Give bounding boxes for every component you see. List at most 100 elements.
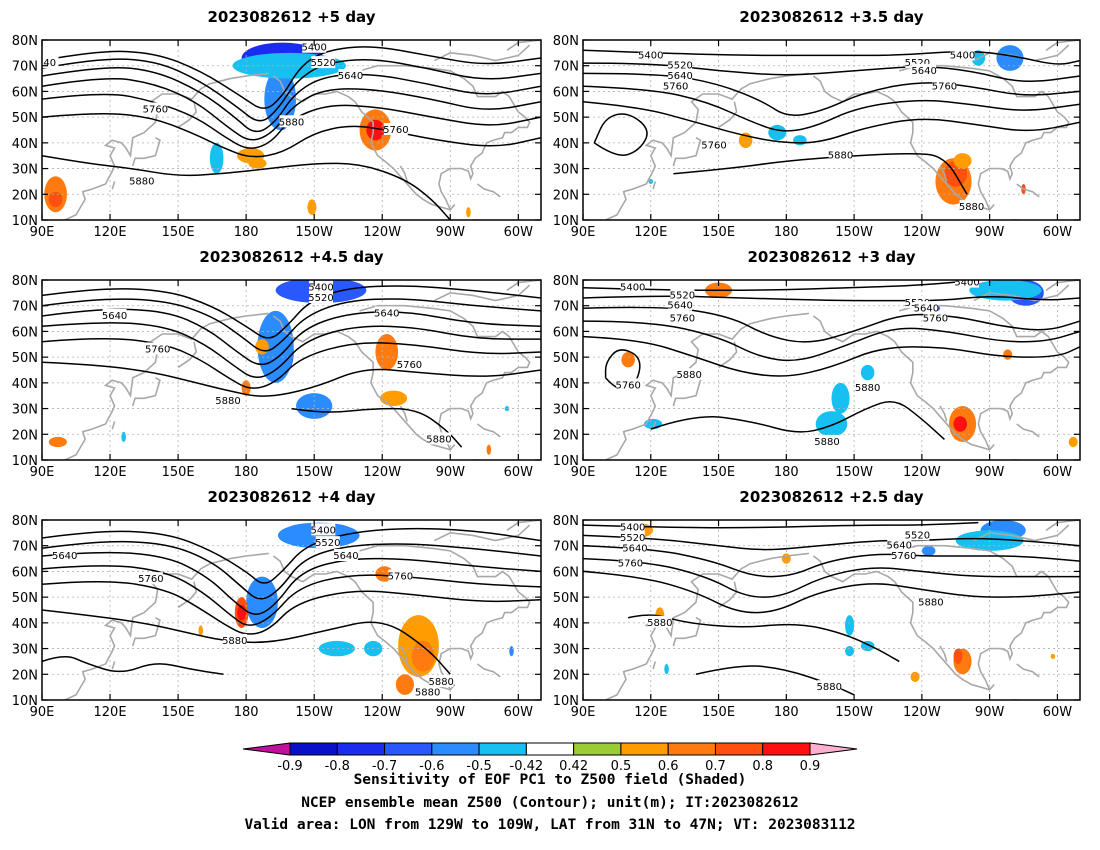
y-tick-label: 10N [12, 454, 38, 469]
colorbar-label: -0.8 [325, 759, 350, 774]
x-tick-label: 60W [1043, 465, 1073, 480]
contour-label-bg [670, 288, 695, 301]
coastline [939, 405, 948, 422]
x-tick-label: 150W [295, 705, 333, 720]
coastline [272, 555, 456, 691]
z500-contour [42, 67, 541, 133]
x-tick-label: 90W [436, 705, 466, 720]
coastline [477, 663, 501, 678]
contour-label-bg [959, 200, 984, 213]
contour-label-bg [618, 556, 643, 569]
contour-label-bg [914, 301, 939, 314]
coastline [718, 341, 738, 369]
y-tick-label: 50N [553, 351, 579, 366]
contour-label-bg [338, 69, 363, 81]
contour-label-bg [129, 174, 154, 187]
z500-contour [583, 49, 1080, 65]
coastline [177, 581, 198, 609]
contour-label-bg [905, 56, 930, 69]
sensitivity-shading [664, 664, 669, 675]
coastline [434, 44, 531, 62]
sensitivity-shading [1003, 349, 1013, 360]
panel-title: 2023082612 +3 day [748, 248, 916, 266]
sensitivity-shading [793, 135, 807, 146]
colorbar-label: -0.9 [277, 759, 302, 774]
y-tick-label: 50N [553, 111, 579, 126]
colorbar-swatch [620, 742, 669, 756]
y-tick-label: 30N [12, 643, 38, 658]
coastline [1045, 40, 1080, 51]
z500-contour [583, 534, 1080, 551]
colorbar-swatch [525, 742, 575, 756]
x-tick-label: 180 [774, 705, 799, 720]
caption-line-2: NCEP ensemble mean Z500 (Contour); unit(… [301, 795, 799, 811]
z500-contour [42, 551, 541, 615]
contour-label: 5880 [215, 396, 240, 407]
x-tick-label: 60W [504, 705, 534, 720]
contour-label: 5640 [374, 308, 399, 319]
contour-label-bg [622, 541, 647, 554]
contour-label: 5880 [129, 176, 154, 187]
contour-label: 5880 [814, 437, 839, 448]
coastline [899, 544, 1070, 691]
x-tick-label: 150W [835, 705, 873, 720]
panel-frame [582, 279, 1081, 461]
coastline [477, 183, 501, 198]
contour-label: 5760 [397, 360, 422, 371]
sensitivity-shading [831, 382, 850, 414]
contour-label-bg [620, 520, 645, 533]
contour-label: 5400 [950, 50, 975, 61]
y-tick-label: 80N [12, 274, 38, 289]
coastline [359, 544, 531, 691]
panel-frame [41, 279, 542, 461]
z500-contour [650, 400, 945, 440]
contour-label-bg [620, 531, 645, 543]
x-tick-label: 150E [702, 705, 735, 720]
contour-label-bg [855, 381, 880, 393]
y-tick-label: 70N [553, 60, 579, 75]
colorbar-label: 0.6 [658, 759, 679, 774]
y-tick-label: 30N [553, 643, 579, 658]
y-tick-label: 80N [553, 34, 579, 49]
contour-label: 5760 [923, 314, 948, 325]
contour-label-bg [374, 306, 399, 319]
contour-label-bg [923, 311, 948, 324]
sensitivity-shading [969, 280, 1042, 301]
y-tick-label: 30N [12, 403, 38, 418]
y-tick-label: 60N [12, 565, 38, 580]
contour-label-bg [302, 40, 327, 53]
y-tick-label: 70N [553, 540, 579, 555]
contour-label: 5400 [954, 278, 979, 289]
y-tick-label: 60N [12, 85, 38, 100]
x-tick-label: 60W [504, 465, 534, 480]
sensitivity-shading [241, 380, 251, 396]
colorbar-over-triangle [809, 742, 858, 756]
sensitivity-shading [486, 444, 492, 455]
coastline [359, 64, 531, 211]
contour-label: 5880 [959, 202, 984, 213]
coastline [939, 165, 948, 182]
colorbar-swatch [478, 742, 527, 756]
z500-contour [583, 335, 1080, 377]
sensitivity-shading [504, 406, 510, 412]
x-tick-label: 120W [903, 705, 941, 720]
y-tick-label: 80N [12, 34, 38, 49]
contour-label: 5760 [138, 574, 163, 585]
contour-label: 5760 [670, 314, 695, 325]
colorbar-label: 0.9 [800, 759, 821, 774]
coastline [111, 661, 116, 670]
panel-frame [41, 519, 542, 701]
contour-label: 5640 [333, 551, 358, 562]
x-tick-label: 90E [30, 465, 55, 480]
x-tick-label: 90E [571, 465, 596, 480]
contour-label: 5880 [222, 636, 247, 647]
coastline [359, 304, 531, 451]
contour-label-bg [429, 675, 454, 687]
y-tick-label: 40N [12, 137, 38, 152]
contour-label-bg [42, 56, 59, 69]
sensitivity-shading [307, 199, 317, 215]
sensitivity-shading [1068, 436, 1078, 448]
z500-contour [42, 78, 541, 141]
x-tick-label: 120E [94, 705, 127, 720]
